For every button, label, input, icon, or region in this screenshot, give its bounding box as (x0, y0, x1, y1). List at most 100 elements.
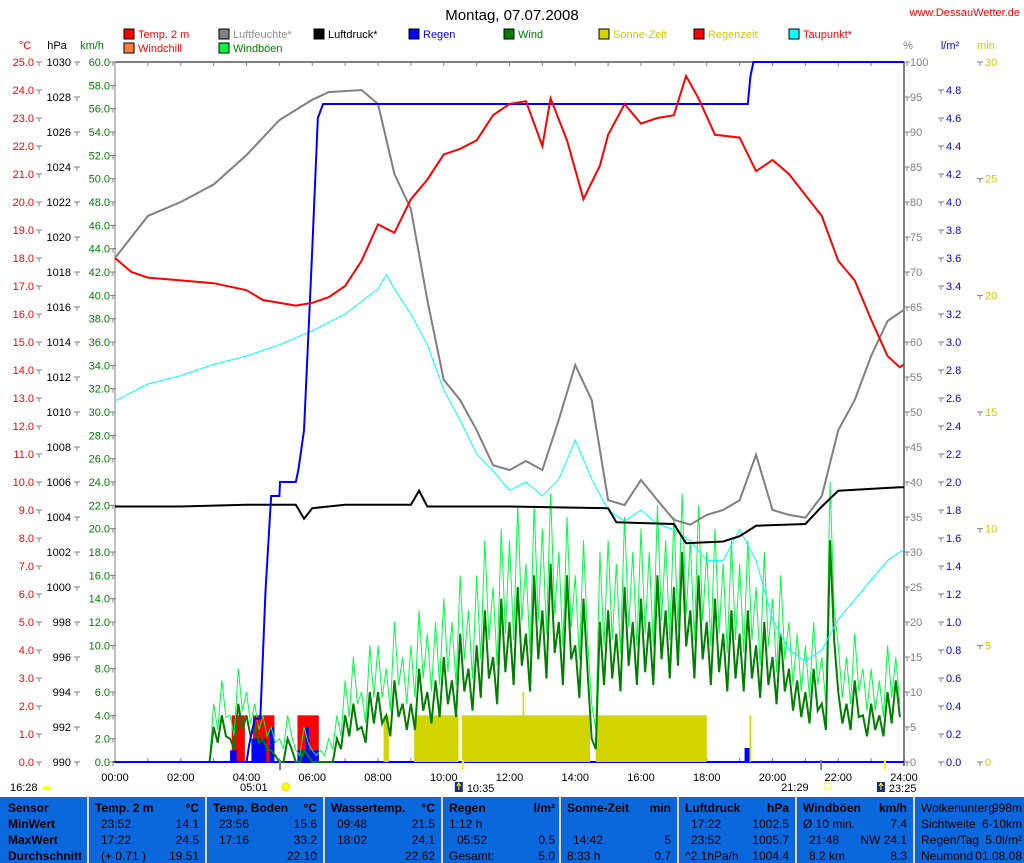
kmh-tick (110, 294, 116, 300)
lm2-tick (938, 537, 944, 542)
kmh-tick-label: 50.0 (89, 174, 110, 186)
rain-total-line (115, 61, 904, 763)
kmh-tick (110, 668, 116, 673)
x-tick-label: 04:00 (233, 772, 261, 784)
hpa-tick-label: 1000 (47, 582, 71, 594)
percent-tick (904, 446, 910, 451)
celsius-tick (36, 761, 42, 766)
neumond-value: 01.08.08 (975, 849, 1022, 863)
bar-regen-intervall- (251, 738, 267, 762)
percent-tick-label: 25 (910, 582, 922, 594)
lm2-tick (938, 229, 944, 234)
celsius-tick (36, 453, 42, 458)
lm2-tick-label: 0.4 (946, 701, 961, 713)
percent-tick-label: 90 (910, 127, 922, 139)
percent-tick (904, 131, 910, 136)
legend-swatch-7 (788, 28, 800, 40)
lm2-tick (938, 145, 944, 150)
tempboden-max-time: 17:16 (219, 833, 250, 847)
event-time: 16:28 (10, 782, 38, 794)
regen-tag-label: Regen/Tag (921, 833, 980, 847)
temp2m-avg-value: 19.51 (168, 849, 199, 863)
celsius-tick-label: 22.0 (13, 141, 34, 153)
hpa-tick-label: 990 (53, 757, 71, 769)
celsius-tick (36, 593, 42, 598)
celsius-tick (36, 649, 42, 654)
legend-label: Windchill (138, 43, 182, 55)
sonne-max-time: 14:42 (573, 833, 604, 847)
percent-tick (904, 411, 910, 416)
maxwert-label: MaxWert (8, 833, 58, 847)
kmh-tick-label: 36.0 (89, 337, 110, 349)
site-link[interactable]: www.DessauWetter.de (909, 7, 1020, 19)
temp2m-max-time: 17:22 (101, 833, 132, 847)
percent-tick-label: 15 (910, 652, 922, 664)
hpa-tick (74, 96, 80, 101)
boeen-avg-label: Ø 10 min. (803, 817, 856, 831)
lm2-tick (938, 285, 944, 290)
kmh-tick-label: 40.0 (89, 290, 110, 302)
lm2-tick (938, 313, 944, 318)
druck-trend: ^2.1hPa/h (685, 849, 739, 863)
x-tick-label: 16:00 (627, 772, 655, 784)
celsius-tick-label: 23.0 (13, 113, 34, 125)
lm2-tick (938, 481, 944, 486)
durchschnitt-label: Durchschnitt (8, 849, 83, 863)
percent-unit: % (903, 40, 913, 52)
lm2-tick (938, 341, 944, 346)
min-tick-label: 15 (985, 407, 997, 419)
wasser-min-value: 21.5 (411, 817, 435, 831)
celsius-tick-label: 8.0 (19, 533, 34, 545)
percent-tick-label: 35 (910, 512, 922, 524)
kmh-tick (110, 108, 116, 113)
wasser-min-time: 09:48 (337, 817, 368, 831)
percent-tick-label: 55 (910, 372, 922, 384)
celsius-tick (36, 285, 42, 290)
bar-sonne-zeit (461, 715, 591, 762)
wolkenunterg-label: Wolkenunterg (921, 801, 995, 815)
boeen-avg-speed: 8.3 (890, 849, 907, 863)
druck-min-value: 1002.5 (752, 817, 789, 831)
hpa-tick-label: 1004 (47, 512, 71, 524)
legend-swatch-6 (693, 28, 705, 40)
bar-regen-intervall- (744, 748, 750, 762)
hpa-tick (74, 586, 80, 591)
percent-tick (904, 96, 910, 101)
celsius-tick (36, 509, 42, 514)
kmh-tick-label: 30.0 (89, 407, 110, 419)
kmh-tick (110, 504, 116, 510)
humidity-line (114, 88, 905, 526)
axes: 00:00 02:00 04:00 06:00 08:00 10:00 12:00 14:00… (13, 40, 998, 784)
regen-total-value: 5.0 (538, 849, 555, 863)
bar-sonne-zeit (595, 715, 707, 762)
lm2-tick (938, 257, 944, 262)
kmh-tick-label: 32.0 (89, 384, 110, 396)
celsius-tick-label: 2.0 (19, 701, 34, 713)
hpa-tick (74, 131, 80, 136)
percent-tick (904, 376, 910, 381)
celsius-tick-label: 0.0 (19, 757, 34, 769)
kmh-tick (110, 528, 116, 533)
hpa-tick (74, 481, 80, 486)
kmh-tick-label: 8.0 (95, 664, 110, 676)
kmh-tick-label: 26.0 (89, 454, 110, 466)
sonne-column: Sonne-Zeit min 14:42 5 8:33 h 0.7 (559, 797, 677, 863)
sonne-total: 8:33 h (567, 849, 601, 863)
kmh-tick-label: 0.0 (95, 757, 110, 769)
wasser-header: Wassertemp. (331, 801, 406, 815)
celsius-tick-label: 16.0 (13, 309, 34, 321)
lm2-tick-label: 3.8 (946, 225, 961, 237)
kmh-tick-label: 54.0 (89, 127, 110, 139)
regen-header: Regen (449, 801, 486, 815)
lm2-tick-label: 2.4 (946, 421, 961, 433)
percent-tick-label: 0 (910, 757, 916, 769)
legend: Temp. 2 m Luftfeuchte* Luftdruck* Regen Wind… (123, 28, 853, 55)
hpa-tick-label: 996 (53, 652, 71, 664)
hpa-tick-label: 1030 (47, 57, 71, 69)
celsius-tick (36, 173, 42, 178)
statistics-table: Sensor MinWert MaxWert Durchschnitt Temp… (0, 797, 1024, 863)
kmh-unit: km/h (80, 40, 104, 52)
lm2-tick-label: 2.6 (946, 393, 961, 405)
lm2-tick-label: 0.2 (946, 729, 961, 741)
kmh-tick (110, 458, 116, 463)
